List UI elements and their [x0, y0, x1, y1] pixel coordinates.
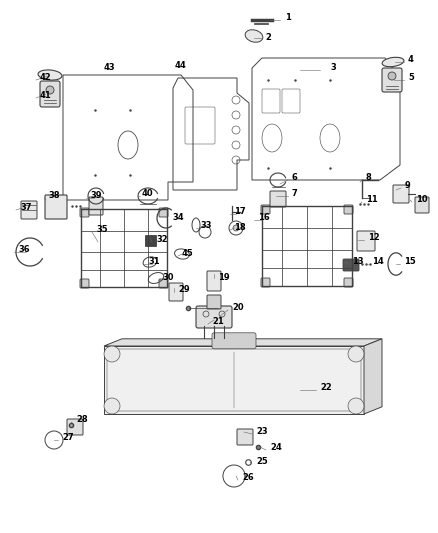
Text: 36: 36	[18, 246, 30, 254]
Text: 8: 8	[366, 174, 372, 182]
Ellipse shape	[382, 57, 404, 67]
Text: 9: 9	[405, 182, 411, 190]
FancyBboxPatch shape	[21, 201, 37, 219]
Text: 34: 34	[172, 214, 184, 222]
Text: 23: 23	[256, 427, 268, 437]
Text: 32: 32	[156, 236, 168, 245]
Text: 31: 31	[148, 257, 159, 266]
Text: 37: 37	[20, 204, 32, 213]
Text: 15: 15	[404, 257, 416, 266]
FancyBboxPatch shape	[67, 419, 83, 435]
Text: 43: 43	[104, 63, 116, 72]
Text: 21: 21	[212, 318, 224, 327]
Circle shape	[46, 86, 54, 94]
Text: 24: 24	[270, 443, 282, 453]
Text: 29: 29	[178, 286, 190, 295]
Text: 39: 39	[90, 191, 102, 200]
Text: 16: 16	[258, 214, 270, 222]
Text: 20: 20	[232, 303, 244, 312]
Text: 11: 11	[366, 196, 378, 205]
Text: 27: 27	[62, 433, 74, 442]
Circle shape	[104, 398, 120, 414]
FancyBboxPatch shape	[393, 185, 409, 203]
Text: 18: 18	[234, 223, 246, 232]
Text: 12: 12	[368, 233, 380, 243]
FancyBboxPatch shape	[89, 197, 103, 215]
Circle shape	[348, 346, 364, 362]
Text: 3: 3	[330, 63, 336, 72]
FancyBboxPatch shape	[159, 279, 168, 288]
FancyBboxPatch shape	[261, 278, 270, 287]
Ellipse shape	[245, 30, 263, 42]
FancyBboxPatch shape	[159, 208, 168, 217]
Text: 44: 44	[175, 61, 187, 70]
FancyBboxPatch shape	[212, 333, 256, 349]
Circle shape	[388, 72, 396, 80]
Polygon shape	[104, 339, 382, 346]
Text: 38: 38	[48, 191, 60, 200]
FancyBboxPatch shape	[196, 306, 232, 328]
Text: 40: 40	[142, 190, 154, 198]
FancyBboxPatch shape	[207, 295, 221, 309]
Polygon shape	[104, 346, 364, 414]
Circle shape	[104, 346, 120, 362]
FancyBboxPatch shape	[382, 68, 402, 92]
FancyBboxPatch shape	[343, 259, 359, 271]
Text: 33: 33	[200, 222, 212, 230]
Circle shape	[348, 398, 364, 414]
Text: 26: 26	[242, 473, 254, 482]
FancyBboxPatch shape	[145, 236, 156, 246]
Text: 2: 2	[265, 34, 271, 43]
FancyBboxPatch shape	[80, 279, 89, 288]
FancyBboxPatch shape	[270, 191, 286, 207]
FancyBboxPatch shape	[80, 208, 89, 217]
FancyBboxPatch shape	[344, 278, 353, 287]
Text: 19: 19	[218, 273, 230, 282]
FancyBboxPatch shape	[415, 197, 429, 213]
Polygon shape	[364, 339, 382, 414]
Text: 28: 28	[76, 416, 88, 424]
Text: 4: 4	[408, 55, 414, 64]
Text: 41: 41	[40, 92, 52, 101]
FancyBboxPatch shape	[237, 429, 253, 445]
Text: 35: 35	[96, 225, 108, 235]
Text: 45: 45	[182, 249, 194, 259]
FancyBboxPatch shape	[357, 231, 375, 251]
Circle shape	[233, 225, 239, 231]
Text: 42: 42	[40, 74, 52, 83]
Text: 5: 5	[408, 74, 414, 83]
Text: 25: 25	[256, 457, 268, 466]
Text: 10: 10	[416, 196, 427, 205]
Text: 22: 22	[320, 384, 332, 392]
FancyBboxPatch shape	[344, 205, 353, 214]
Ellipse shape	[38, 70, 62, 80]
Text: 13: 13	[352, 257, 364, 266]
Text: 14: 14	[372, 257, 384, 266]
FancyBboxPatch shape	[261, 205, 270, 214]
Text: 7: 7	[292, 190, 298, 198]
Text: 17: 17	[234, 207, 246, 216]
FancyBboxPatch shape	[207, 271, 221, 291]
FancyBboxPatch shape	[45, 195, 67, 219]
FancyBboxPatch shape	[169, 283, 183, 301]
Text: 6: 6	[292, 174, 298, 182]
FancyBboxPatch shape	[40, 81, 60, 107]
Text: 1: 1	[285, 13, 291, 22]
Text: 30: 30	[162, 273, 173, 282]
